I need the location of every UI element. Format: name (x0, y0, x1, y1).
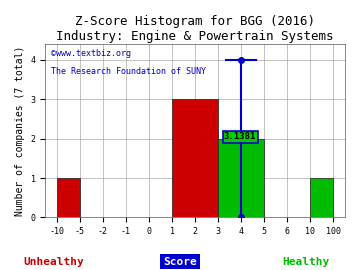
Bar (218, 139, 264, 217)
Text: Score: Score (163, 256, 197, 266)
Text: The Research Foundation of SUNY: The Research Foundation of SUNY (51, 67, 206, 76)
Text: Healthy: Healthy (282, 256, 330, 266)
Bar (57, 178, 80, 217)
Title: Z-Score Histogram for BGG (2016)
Industry: Engine & Powertrain Systems: Z-Score Histogram for BGG (2016) Industr… (57, 15, 334, 43)
Text: ©www.textbiz.org: ©www.textbiz.org (51, 49, 131, 58)
Text: Unhealthy: Unhealthy (24, 256, 84, 266)
Y-axis label: Number of companies (7 total): Number of companies (7 total) (15, 46, 25, 216)
Bar (310, 178, 333, 217)
Bar (172, 99, 218, 217)
Text: 3.1381: 3.1381 (224, 132, 256, 141)
